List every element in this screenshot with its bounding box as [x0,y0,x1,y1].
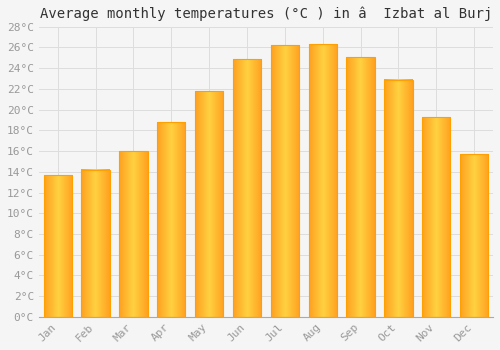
Bar [233,59,261,317]
Bar [270,46,299,317]
Title: Average monthly temperatures (°C ) in â  Izbat al Burj: Average monthly temperatures (°C ) in â … [40,7,492,21]
Bar [308,44,337,317]
Bar [157,122,186,317]
Bar [44,175,72,317]
Bar [195,91,224,317]
Bar [422,117,450,317]
Bar [460,154,488,317]
Bar [82,170,110,317]
Bar [346,57,375,317]
Bar [119,151,148,317]
Bar [384,79,412,317]
